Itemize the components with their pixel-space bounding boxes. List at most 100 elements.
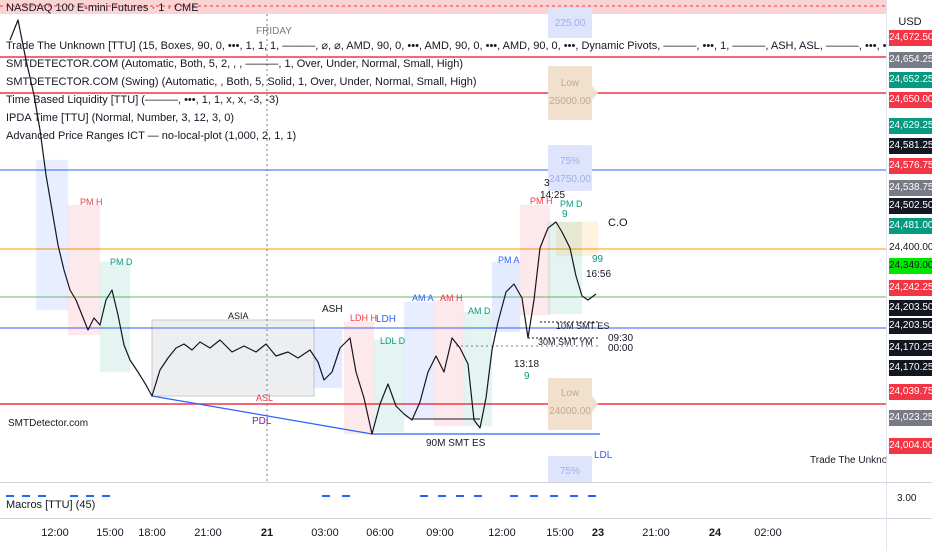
- count-9-bottom: 9: [524, 371, 530, 382]
- session-box-red-1: [68, 205, 100, 335]
- ldl-label: LDL: [594, 450, 613, 461]
- price-tag: 24,170.25: [889, 360, 932, 376]
- smt-90m-label: 90M SMT ES: [426, 438, 486, 449]
- legend-smt-auto[interactable]: SMTDETECTOR.COM (Automatic, Both, 5, 2, …: [6, 58, 464, 70]
- session-box-red-2: [344, 322, 374, 434]
- time-label: 21:00: [194, 527, 222, 539]
- legend-title: NASDAQ 100 E-mini Futures · 1 · CME: [6, 2, 199, 14]
- range-zone-5-label: 75%: [559, 466, 580, 477]
- macro-dash-5: [86, 495, 94, 497]
- price-tag: 24,203.50: [889, 300, 932, 316]
- range-zone-5: [548, 456, 592, 482]
- range-zone-4: [548, 378, 592, 430]
- friday-label: FRIDAY: [256, 26, 292, 37]
- ldh-tag: LDH H: [350, 313, 378, 323]
- macro-dash-4: [70, 495, 78, 497]
- am-h-label: AM H: [440, 293, 463, 303]
- indicator-panel[interactable]: Macros [TTU] (45): [0, 482, 886, 519]
- count-9-top: 9: [562, 209, 568, 220]
- ldh-label: LDH: [376, 314, 397, 325]
- co-label: C.O: [608, 217, 628, 229]
- price-tag: 24,502.50: [889, 198, 932, 214]
- price-chart[interactable]: [0, 0, 886, 482]
- range-zone-2: [548, 66, 592, 120]
- chart-area[interactable]: NASDAQ 100 E-mini Futures · 1 · CME Trad…: [0, 0, 886, 482]
- macro-dash-6: [102, 495, 110, 497]
- macro-dash-13: [510, 495, 518, 497]
- macro-dash-12: [474, 495, 482, 497]
- session-box-orange: [555, 221, 599, 257]
- price-tag: 24,203.50: [889, 318, 932, 334]
- macro-dash-14: [530, 495, 538, 497]
- indicator-axis[interactable]: 3.00: [886, 482, 932, 519]
- price-tag: 24,650.00: [889, 92, 932, 108]
- ldl-tag: LDL D: [380, 336, 406, 346]
- price-line: [9, 19, 597, 435]
- time-0000: 00:00: [608, 343, 634, 354]
- am-a-label: AM A: [412, 293, 434, 303]
- macro-dash-3: [38, 495, 46, 497]
- time-label: 21: [260, 527, 274, 539]
- premium-zone: [0, 0, 886, 14]
- range-zone-arrow-4: [592, 396, 598, 412]
- legend-ipda[interactable]: IPDA Time [TTU] (Normal, Number, 3, 12, …: [6, 112, 235, 124]
- macro-dash-11: [456, 495, 464, 497]
- range-zone-4-label-bottom: 24000.00: [549, 406, 591, 417]
- price-tag: 24,538.75: [889, 180, 932, 196]
- macro-dash-9: [420, 495, 428, 497]
- legend-time-liquidity[interactable]: Time Based Liquidity [TTU] (———, •••, 1,…: [6, 94, 279, 106]
- pm-d-label-2: PM D: [560, 199, 583, 209]
- pm-d-label-1: PM D: [110, 257, 133, 267]
- range-zone-arrow-2: [592, 86, 598, 100]
- price-tag: 24,581.25: [889, 138, 932, 154]
- macro-dash-1: [6, 495, 14, 497]
- range-zone-1: [548, 8, 592, 38]
- session-box-blue-3: [404, 302, 434, 418]
- macro-dash-2: [22, 495, 30, 497]
- time-label: 15:00: [96, 527, 124, 539]
- range-zone-2-label-bottom: 25000.00: [549, 96, 591, 107]
- macro-dash-15: [550, 495, 558, 497]
- session-box-red-4: [520, 205, 550, 315]
- price-tag: 24,481.00: [889, 218, 932, 234]
- pm-h-label-2: PM H: [530, 196, 553, 206]
- asia-box: [151, 319, 315, 397]
- range-zone-2-label-top: Low: [560, 78, 580, 89]
- time-axis[interactable]: 12:00 15:00 18:00 21:00 21 03:00 06:00 09:00 12:…: [0, 518, 886, 551]
- time-label: 03:00: [311, 527, 339, 539]
- time-axis-corner[interactable]: [886, 518, 932, 551]
- indicator-name[interactable]: Macros [TTU] (45): [6, 499, 96, 511]
- price-tag: 24,004.00: [889, 438, 932, 454]
- price-tag: 24,672.50: [889, 30, 932, 46]
- session-box-green-1: [100, 262, 130, 372]
- session-box-blue-4: [492, 262, 520, 332]
- price-tag: 24,242.25: [889, 280, 932, 296]
- price-tag: 24,400.00: [889, 242, 932, 253]
- time-label: 15:00: [546, 527, 574, 539]
- legend-price-ranges[interactable]: Advanced Price Ranges ICT — no-local-plo…: [6, 130, 297, 142]
- smt-10m-label: 10M SMT ES: [556, 321, 610, 331]
- price-tag: 24,654.25: [889, 52, 932, 68]
- legend-ttu[interactable]: Trade The Unknown [TTU] (15, Boxes, 90, …: [6, 40, 886, 52]
- time-1656: 16:56: [586, 269, 612, 280]
- legend-smt-swing[interactable]: SMTDETECTOR.COM (Swing) (Automatic, , Bo…: [6, 76, 477, 88]
- ash-label: ASH: [322, 304, 343, 315]
- asia-label: ASIA: [228, 311, 249, 321]
- pm-h-label-1: PM H: [80, 197, 103, 207]
- time-0930: 09:30: [608, 333, 634, 344]
- watermark-label: SMTDetector.com: [8, 418, 89, 429]
- am-d-label: AM D: [468, 306, 491, 316]
- time-label: 21:00: [642, 527, 670, 539]
- price-tag: 24,652.25: [889, 72, 932, 88]
- session-box-blue-1: [36, 160, 68, 310]
- time-label: 23: [591, 527, 605, 539]
- macro-dash-7: [322, 495, 330, 497]
- count-3: 3: [544, 178, 550, 189]
- price-axis[interactable]: USD 24,672.50 24,654.25 24,652.25 24,650.00…: [886, 0, 932, 482]
- time-label: 12:00: [41, 527, 69, 539]
- indicator-axis-value: 3.00: [897, 493, 917, 504]
- smt-30m-label: 30M SMT YM: [538, 337, 593, 347]
- time-label: 02:00: [754, 527, 782, 539]
- time-1318: 13:18: [514, 359, 540, 370]
- asl-label: ASL: [256, 393, 274, 403]
